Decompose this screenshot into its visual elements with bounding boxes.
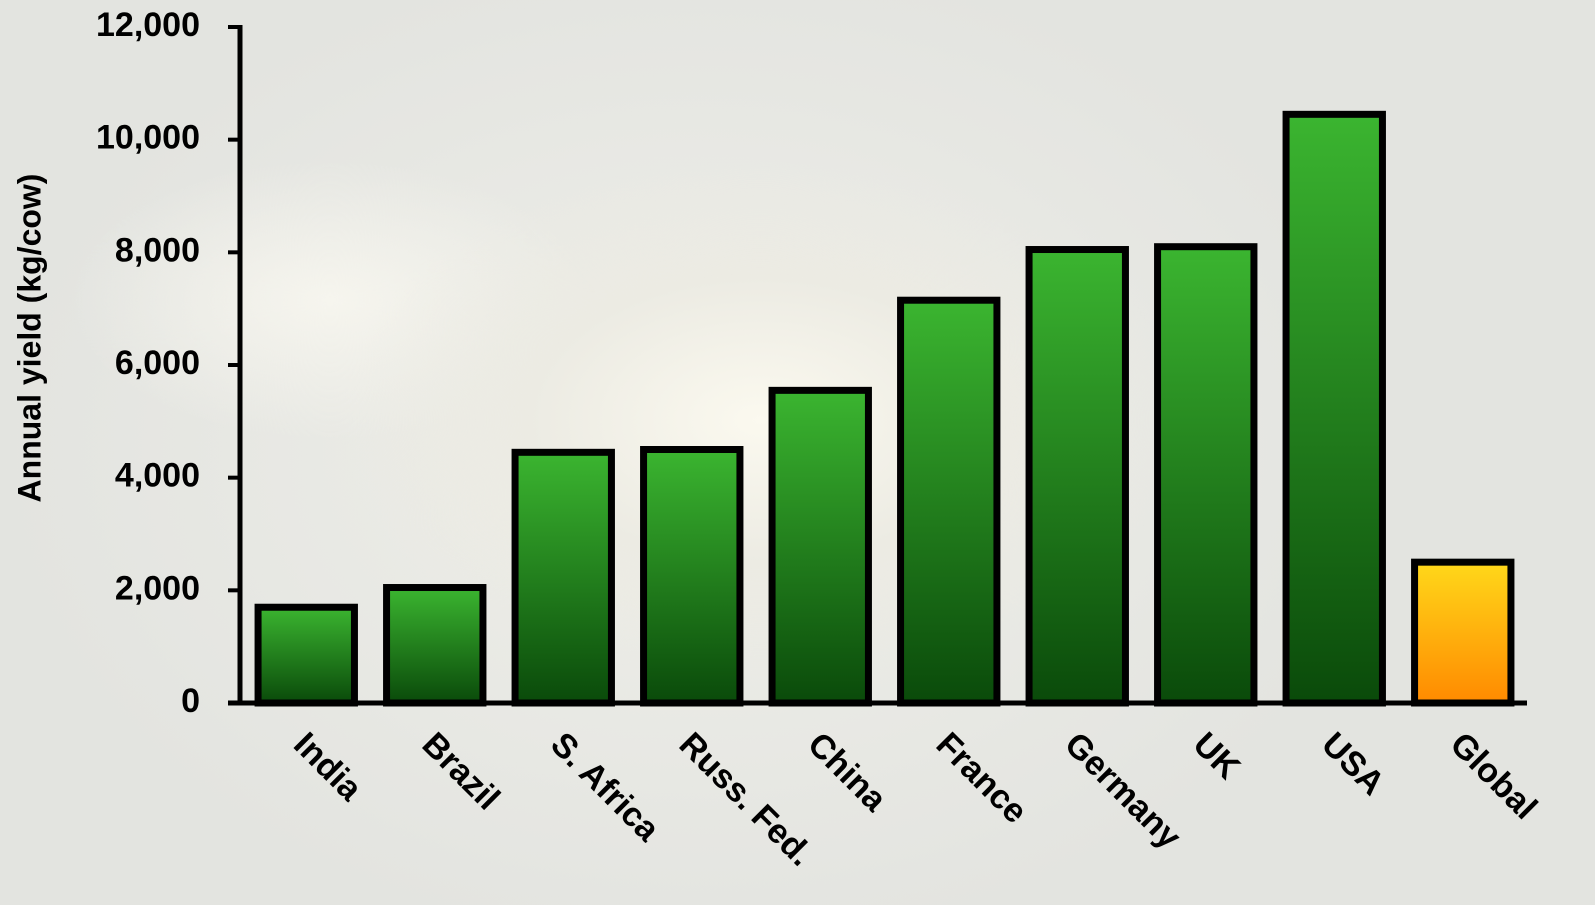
x-tick-label: S. Africa (543, 725, 667, 849)
bar (254, 603, 358, 707)
y-tick-label: 8,000 (115, 231, 200, 269)
bar (1154, 243, 1258, 707)
bar (768, 386, 872, 707)
bar (1282, 110, 1386, 707)
x-tick-label: China (800, 725, 894, 819)
x-tick-label: Global (1443, 725, 1545, 827)
y-tick-label: 10,000 (96, 119, 200, 157)
x-tick-label: Germany (1057, 725, 1188, 856)
x-tick-label: Russ. Fed. (672, 725, 820, 873)
bar (511, 448, 615, 707)
y-tick-label: 4,000 (115, 457, 200, 495)
x-tick-label: USA (1314, 725, 1392, 803)
x-tick-label: UK (1186, 725, 1248, 787)
bar (1025, 246, 1129, 707)
y-tick-label: 6,000 (115, 344, 200, 382)
x-tick-label: Brazil (415, 725, 507, 817)
bar (383, 584, 487, 707)
x-tick-label: France (929, 725, 1035, 831)
y-tick-label: 12,000 (96, 6, 200, 44)
y-axis-label: Annual yield (kg/cow) (11, 174, 47, 503)
bar (640, 446, 744, 707)
bar (1411, 558, 1515, 707)
y-tick-label: 0 (181, 682, 200, 720)
y-tick-label: 2,000 (115, 569, 200, 607)
bar (897, 296, 1001, 707)
x-tick-label: India (286, 725, 370, 809)
